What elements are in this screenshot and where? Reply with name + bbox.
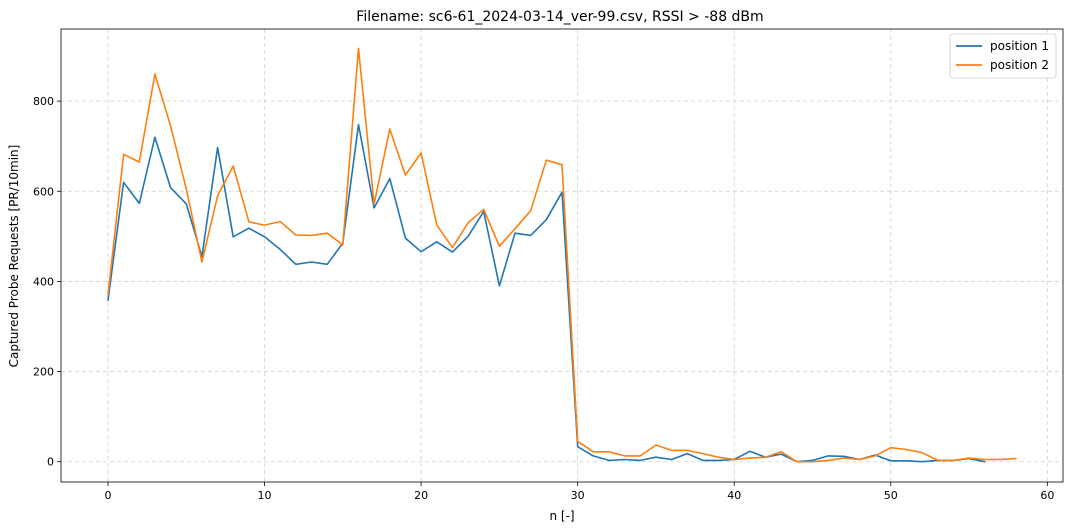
x-tick-label: 60 (1040, 489, 1054, 502)
legend-box (949, 33, 1057, 79)
x-tick-label: 0 (104, 489, 111, 502)
plot-frame (60, 28, 1064, 483)
legend: position 1 position 2 (949, 33, 1057, 79)
y-tick-label: 600 (33, 185, 54, 198)
y-axis-label: Captured Probe Requests [PR/10min] (7, 145, 21, 368)
x-axis-ticks: 0 10 20 30 40 50 60 (104, 482, 1054, 502)
x-tick-label: 10 (258, 489, 272, 502)
series-line-position-2 (107, 47, 1017, 463)
legend-label-position-2: position 2 (990, 58, 1049, 72)
y-tick-label: 200 (33, 366, 54, 379)
x-tick-label: 30 (571, 489, 585, 502)
x-tick-label: 20 (414, 489, 428, 502)
y-tick-label: 800 (33, 95, 54, 108)
grid-layer (61, 29, 1063, 482)
series-line-position-1 (107, 123, 986, 463)
y-tick-label: 0 (47, 456, 54, 469)
lines-layer (107, 47, 1017, 463)
chart-title: Filename: sc6-61_2024-03-14_ver-99.csv, … (356, 9, 763, 25)
x-axis-label: n [-] (549, 509, 574, 523)
x-tick-label: 50 (884, 489, 898, 502)
y-tick-label: 400 (33, 275, 54, 288)
y-axis-ticks: 0 200 400 600 800 (33, 95, 61, 469)
legend-label-position-1: position 1 (990, 39, 1049, 53)
x-tick-label: 40 (727, 489, 741, 502)
